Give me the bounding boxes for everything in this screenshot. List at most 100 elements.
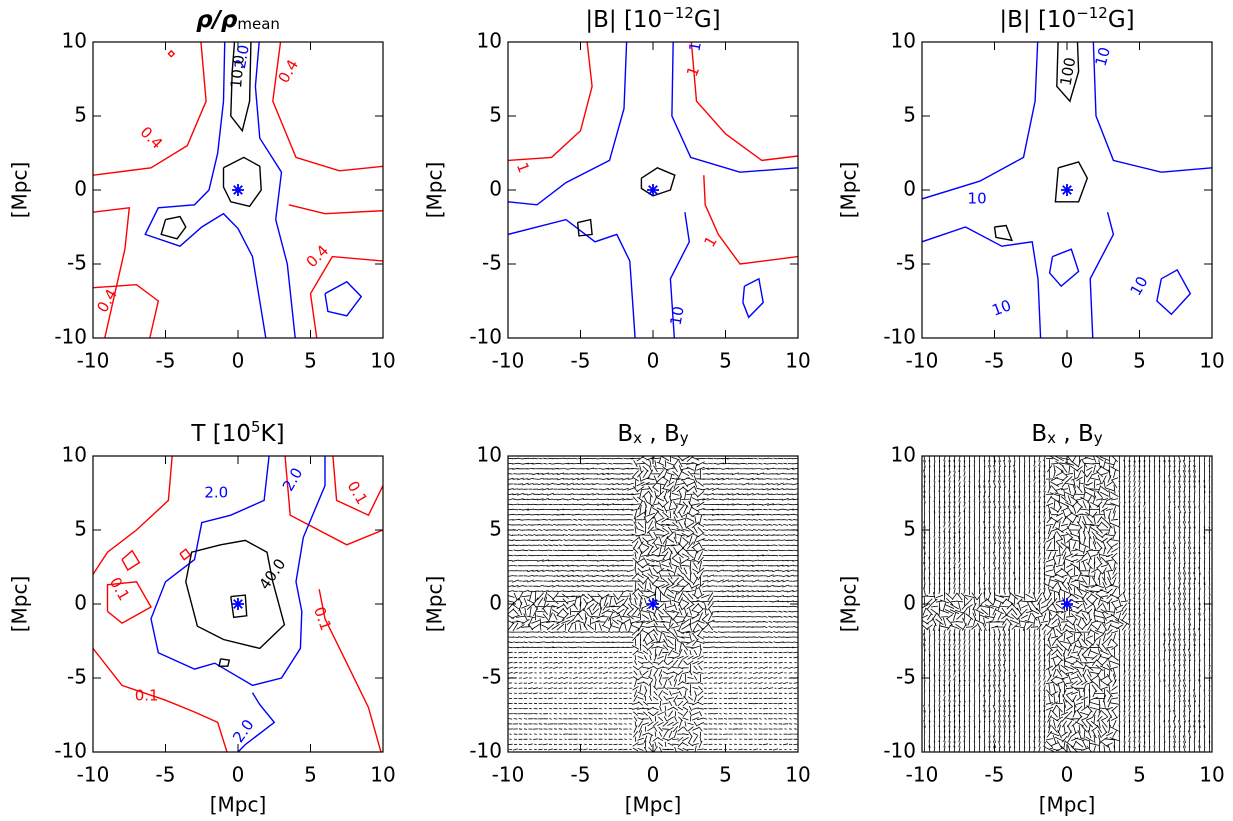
contour-line xyxy=(922,42,1039,200)
contour-line xyxy=(230,42,252,133)
y-tick-label: -5 xyxy=(482,251,502,275)
panel: 0.1 0.1 0.1 0.1 2.0 2.0 2.0 40.0 -10 -5 0 5 10 -10 -5 0… xyxy=(8,418,396,817)
y-tick-label: -10 xyxy=(883,325,916,349)
y-axis-label: [Mpc] xyxy=(837,162,861,219)
title-part: G] xyxy=(1108,7,1135,33)
y-tick-label: 0 xyxy=(903,177,916,201)
y-tick-label: -10 xyxy=(469,325,502,349)
y-tick-label: -10 xyxy=(883,739,916,763)
contour-line xyxy=(640,167,676,197)
contour-line xyxy=(1092,42,1212,173)
y-tick-label: -5 xyxy=(896,251,916,275)
contour-label: 0.1 xyxy=(106,574,134,604)
y-tick-label: 0 xyxy=(74,177,87,201)
panel: 10 10 10 10 100 -10 -5 0 5 10 -10 -5 0 5 10 |B| [10−12G… xyxy=(837,4,1225,373)
contour-label: 0.4 xyxy=(93,286,121,316)
panel-title: T [105K] xyxy=(190,418,284,447)
x-tick-label: -5 xyxy=(156,763,176,787)
title-part: 5 xyxy=(251,418,261,436)
contour-line xyxy=(93,206,131,338)
contour-line xyxy=(106,581,152,625)
x-tick-label: 10 xyxy=(785,349,810,373)
x-tick-label: -10 xyxy=(77,349,110,373)
x-tick-label: 10 xyxy=(370,763,395,787)
y-tick-label: 5 xyxy=(903,103,916,127)
x-tick-label: 10 xyxy=(1199,763,1224,787)
title-part: mean xyxy=(237,15,280,33)
x-tick-label: -5 xyxy=(156,349,176,373)
y-tick-label: -5 xyxy=(67,665,87,689)
contour-line xyxy=(742,277,764,319)
contour-line xyxy=(318,589,382,752)
x-tick-label: 5 xyxy=(304,763,317,787)
x-tick-label: 0 xyxy=(232,349,245,373)
y-tick-label: -10 xyxy=(54,325,87,349)
title-part: y xyxy=(1094,429,1103,447)
y-tick-label: -5 xyxy=(67,251,87,275)
x-tick-label: 5 xyxy=(719,763,732,787)
contour-line xyxy=(222,156,262,208)
contour-label: 40.0 xyxy=(255,555,289,593)
title-part: B xyxy=(617,421,633,447)
contour-label: 100 xyxy=(1057,56,1080,87)
panel: -10 -5 0 5 10 -10 -5 0 5 10 Bx , By [Mpc] [Mpc] xyxy=(837,421,1225,817)
x-tick-label: -5 xyxy=(985,763,1005,787)
contour-line xyxy=(284,456,383,546)
contour-line xyxy=(185,539,286,650)
x-tick-label: 10 xyxy=(370,349,395,373)
contour-line xyxy=(1156,268,1192,316)
contour-line xyxy=(93,456,173,575)
x-axis-label: [Mpc] xyxy=(210,793,267,817)
contour-label: 10 xyxy=(667,305,688,327)
center-marker xyxy=(232,598,244,610)
x-tick-label: 10 xyxy=(785,763,810,787)
contour-label: 2.0 xyxy=(229,716,257,746)
contour-label: 1 xyxy=(513,160,533,175)
x-tick-label: -10 xyxy=(906,349,939,373)
contour-line xyxy=(1089,212,1115,338)
contour-line xyxy=(669,212,691,338)
y-tick-label: 10 xyxy=(891,443,916,467)
contour-label: 1 xyxy=(700,233,720,250)
title-part: x xyxy=(1047,429,1056,447)
y-tick-label: -10 xyxy=(54,739,87,763)
contour-line xyxy=(671,42,798,173)
y-tick-label: 5 xyxy=(489,517,502,541)
plot-area xyxy=(508,456,798,752)
contour-line xyxy=(121,549,141,571)
x-tick-label: 5 xyxy=(1133,763,1146,787)
vector-field xyxy=(922,456,1211,752)
center-marker xyxy=(1061,184,1073,196)
contour-line xyxy=(508,42,593,162)
contour-line xyxy=(167,49,176,58)
x-tick-label: -5 xyxy=(985,349,1005,373)
contour-label: 2.0 xyxy=(231,43,253,70)
x-tick-label: 10 xyxy=(1199,349,1224,373)
panel-title: Bx , By xyxy=(617,421,688,448)
y-axis-label: [Mpc] xyxy=(8,576,32,633)
center-marker xyxy=(647,598,659,610)
x-tick-label: 5 xyxy=(719,349,732,373)
contour-label: 10 xyxy=(685,31,706,53)
vector-field xyxy=(508,456,798,752)
contour-line xyxy=(1054,161,1089,203)
y-tick-label: 5 xyxy=(74,517,87,541)
x-tick-label: 0 xyxy=(647,349,660,373)
contour-line xyxy=(690,42,798,162)
x-tick-label: -10 xyxy=(906,763,939,787)
y-axis-label: [Mpc] xyxy=(423,162,447,219)
x-tick-label: -5 xyxy=(571,349,591,373)
contour-line xyxy=(1056,42,1080,103)
x-tick-label: 0 xyxy=(1061,349,1074,373)
x-tick-label: -5 xyxy=(571,763,591,787)
y-tick-label: 10 xyxy=(62,443,87,467)
contour-line xyxy=(332,456,383,517)
title-part: y xyxy=(680,429,689,447)
contour-line xyxy=(218,658,231,667)
contour-label: 10 xyxy=(968,189,987,207)
title-part: G] xyxy=(694,7,721,33)
x-tick-label: -10 xyxy=(492,349,525,373)
contour-line xyxy=(230,594,248,619)
y-tick-label: 10 xyxy=(477,29,502,53)
